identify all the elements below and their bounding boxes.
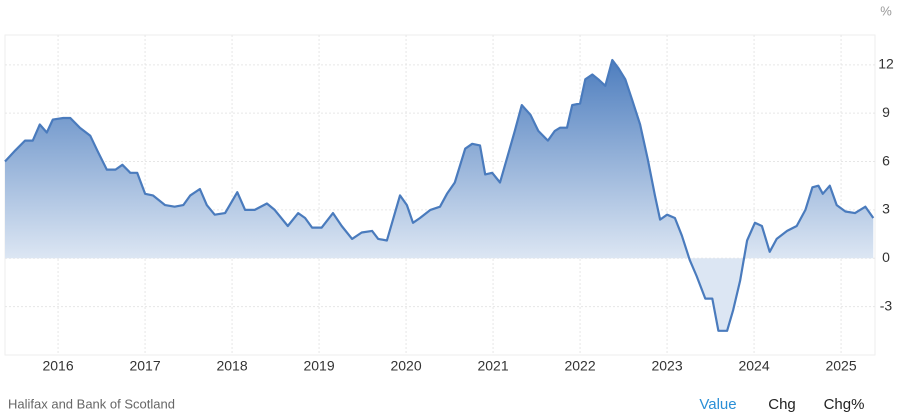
tab-chg-pct[interactable]: Chg% — [824, 396, 865, 413]
x-tick-label: 2021 — [477, 358, 508, 374]
source: Halifax and Bank of Scotland — [8, 396, 175, 411]
y-tick-label: 0 — [882, 249, 890, 265]
x-tick-label: 2024 — [738, 358, 769, 374]
x-tick-label: 2017 — [129, 358, 160, 374]
y-unit: % — [880, 3, 892, 18]
x-tick-label: 2022 — [564, 358, 595, 374]
y-tick-label: 3 — [882, 201, 890, 217]
x-tick-label: 2020 — [390, 358, 421, 374]
x-tick-label: 2016 — [42, 358, 73, 374]
x-tick-label: 2023 — [651, 358, 682, 374]
y-tick-label: 9 — [882, 104, 890, 120]
y-tick-label: 12 — [878, 56, 894, 72]
y-tick-label: 6 — [882, 152, 890, 168]
area — [5, 60, 874, 331]
y-tick-label: -3 — [880, 297, 893, 313]
tab-value[interactable]: Value — [699, 396, 736, 413]
tab-chg[interactable]: Chg — [768, 396, 796, 413]
line — [4, 58, 875, 332]
x-tick-label: 2019 — [303, 358, 334, 374]
x-tick-label: 2018 — [216, 358, 247, 374]
x-tick-label: 2025 — [825, 358, 856, 374]
